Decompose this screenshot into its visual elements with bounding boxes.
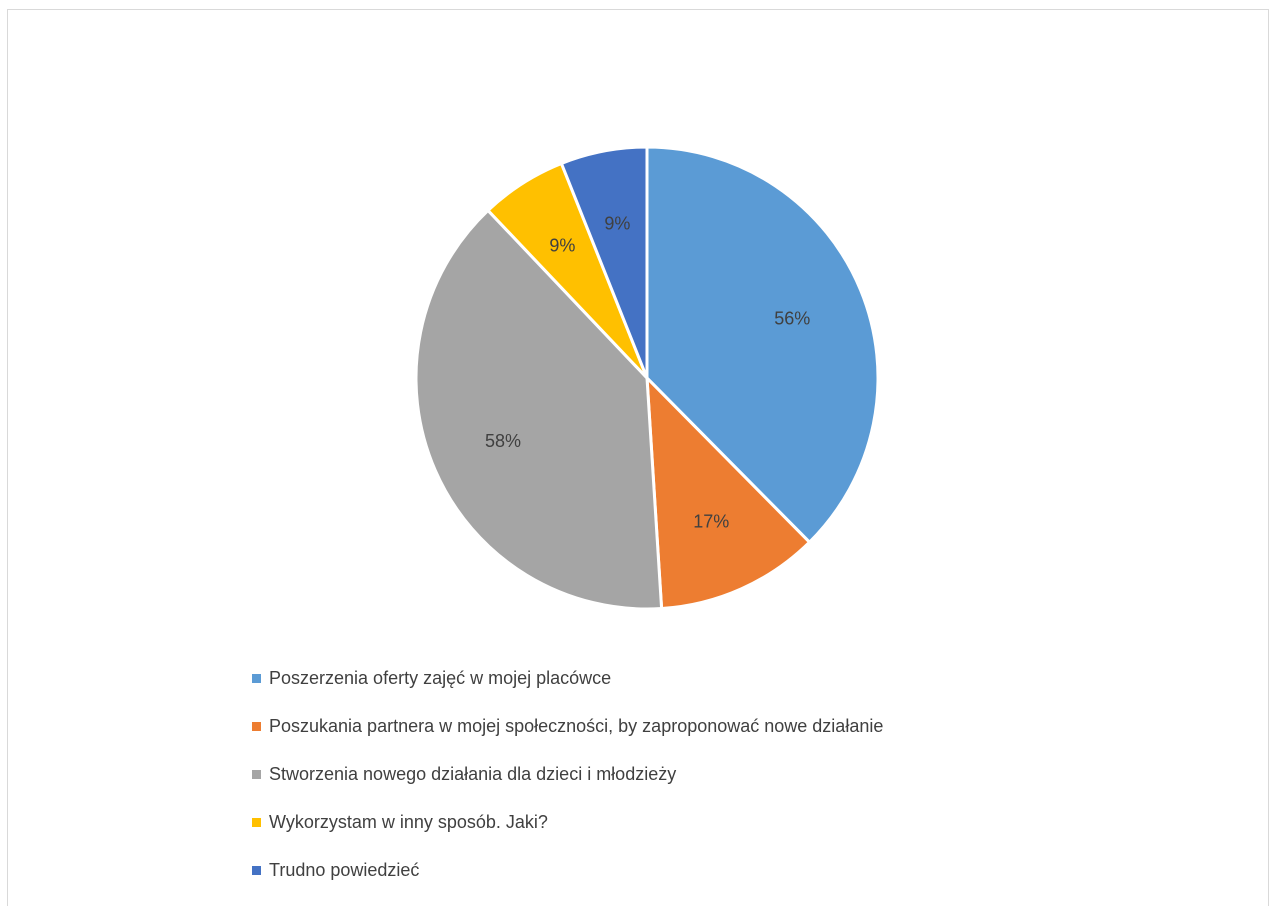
legend-item-4: Wykorzystam w inny sposób. Jaki? (252, 798, 883, 846)
legend-label: Trudno powiedzieć (269, 859, 420, 880)
legend-item-1: Poszerzenia oferty zajęć w mojej placówc… (252, 654, 883, 702)
data-label-3: 58% (485, 431, 521, 451)
data-label-2: 17% (693, 511, 729, 531)
legend-item-3: Stworzenia nowego działania dla dzieci i… (252, 750, 883, 798)
legend-label: Wykorzystam w inny sposób. Jaki? (269, 811, 548, 832)
data-label-4: 9% (549, 236, 575, 256)
chart-legend: Poszerzenia oferty zajęć w mojej placówc… (252, 654, 883, 894)
legend-swatch (252, 817, 261, 827)
data-label-5: 9% (604, 214, 630, 234)
legend-swatch (252, 673, 261, 683)
legend-swatch (252, 769, 261, 779)
legend-label: Poszukania partnera w mojej społeczności… (269, 715, 884, 736)
pie-slice-2 (645, 376, 811, 611)
legend-swatch (252, 865, 261, 875)
legend-item-5: Trudno powiedzieć (252, 846, 883, 894)
legend-label: Poszerzenia oferty zajęć w mojej placówc… (269, 667, 612, 688)
legend-item-2: Poszukania partnera w mojej społeczności… (252, 702, 883, 750)
data-label-1: 56% (774, 308, 810, 328)
pie-slice-5 (559, 145, 649, 380)
legend-swatch (252, 721, 261, 731)
pie-slice-1 (645, 145, 880, 544)
legend-label: Stworzenia nowego działania dla dzieci i… (269, 763, 677, 784)
pie-slice-3 (414, 208, 664, 611)
